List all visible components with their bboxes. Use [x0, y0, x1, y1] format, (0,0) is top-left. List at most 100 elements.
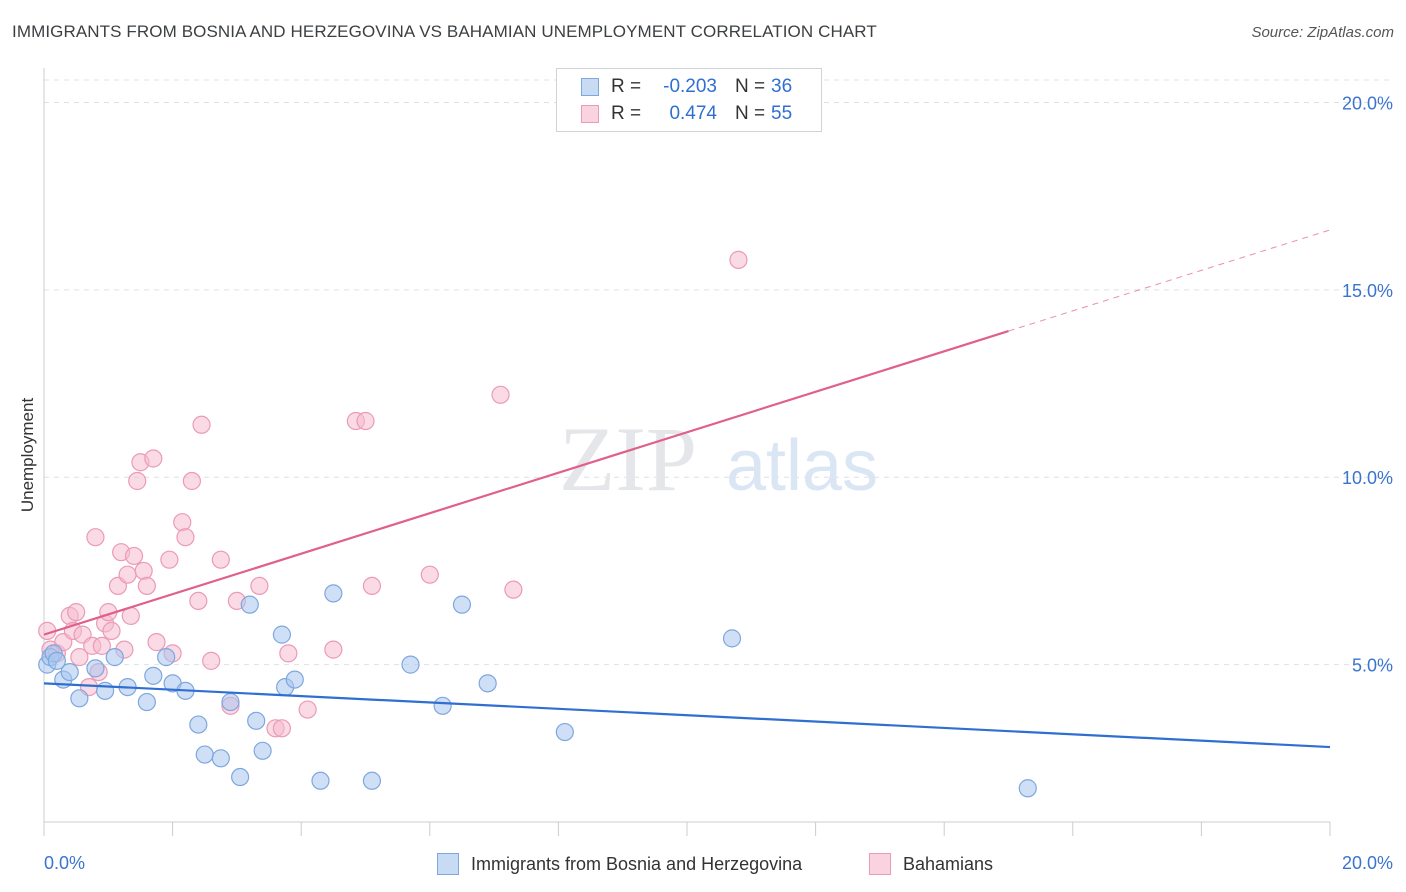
- series-label-bahamians: Bahamians: [903, 853, 994, 874]
- data-point: [134, 561, 153, 581]
- data-point: [147, 633, 166, 652]
- data-point: [250, 576, 269, 596]
- data-point: [324, 584, 343, 603]
- legend-r-value: -0.203: [663, 76, 717, 97]
- watermark-zip: ZIP: [559, 408, 697, 510]
- data-point: [362, 771, 382, 790]
- data-point: [70, 689, 89, 708]
- data-point: [128, 471, 147, 491]
- data-point: [221, 692, 240, 712]
- data-point: [195, 745, 214, 764]
- series-swatch-blue: [437, 853, 459, 875]
- data-point: [144, 449, 163, 468]
- data-point: [729, 250, 748, 269]
- data-point: [92, 636, 111, 655]
- data-point: [202, 651, 221, 670]
- legend-r-value: 0.474: [669, 103, 717, 124]
- data-point: [420, 565, 439, 584]
- axes: [43, 68, 1331, 836]
- data-point: [137, 576, 156, 596]
- data-point: [272, 625, 292, 644]
- data-point: [137, 692, 156, 712]
- tick-labels: 5.0% 10.0% 15.0% 20.0% 0.0% 20.0%: [44, 93, 1393, 873]
- data-point: [192, 415, 211, 434]
- data-point: [86, 528, 105, 547]
- data-point: [324, 640, 343, 659]
- data-point: [356, 411, 375, 431]
- legend-row-bahamians: R = 0.474 N = 55: [581, 102, 792, 126]
- gridlines: [44, 79, 1392, 666]
- data-point: [311, 771, 330, 790]
- y-tick-label: 5.0%: [1352, 656, 1393, 676]
- data-point: [173, 513, 192, 532]
- data-point: [401, 655, 420, 674]
- data-point: [144, 666, 163, 685]
- data-point: [160, 550, 179, 569]
- y-tick-label: 15.0%: [1342, 281, 1393, 301]
- data-point: [279, 644, 298, 663]
- y-tick-label: 10.0%: [1342, 468, 1393, 488]
- data-point: [247, 711, 266, 730]
- legend-row-bosnia: R = -0.203 N = 36: [581, 75, 792, 99]
- data-point: [272, 719, 292, 738]
- watermark-atlas: atlas: [726, 426, 878, 506]
- y-tick-label: 20.0%: [1342, 93, 1393, 113]
- data-point: [555, 722, 574, 742]
- data-point: [231, 767, 250, 787]
- legend-swatch-blue: [581, 78, 599, 96]
- series-legend-bahamians: Bahamians: [869, 850, 993, 878]
- data-point: [157, 648, 176, 667]
- data-point: [298, 700, 317, 719]
- x-tick-label-max: 20.0%: [1342, 853, 1393, 873]
- legend-n-value: 55: [771, 103, 793, 124]
- data-point: [491, 385, 510, 404]
- x-tick-label-min: 0.0%: [44, 853, 85, 873]
- data-point: [285, 670, 304, 689]
- series-legend-bosnia: Immigrants from Bosnia and Herzegovina: [437, 850, 802, 878]
- data-point: [240, 595, 259, 614]
- legend-swatch-pink: [581, 105, 599, 123]
- data-point: [95, 681, 115, 700]
- legend-n-label: N =: [735, 76, 766, 97]
- data-point: [478, 674, 497, 693]
- bosnia-points: [38, 584, 1037, 798]
- trend-line-bosnia: [43, 682, 1331, 749]
- chart-title: IMMIGRANTS FROM BOSNIA AND HERZEGOVINA V…: [12, 22, 877, 41]
- legend-n-label: N =: [735, 103, 766, 124]
- series-label-bosnia: Immigrants from Bosnia and Herzegovina: [471, 853, 803, 874]
- data-point: [722, 629, 742, 648]
- source-credit: Source: ZipAtlas.com: [1251, 24, 1394, 41]
- series-swatch-pink: [869, 853, 891, 875]
- data-point: [211, 550, 230, 569]
- data-point: [504, 580, 523, 599]
- data-point: [102, 621, 121, 640]
- data-point: [86, 659, 105, 678]
- legend-r-label: R =: [611, 103, 642, 124]
- data-point: [124, 546, 144, 566]
- data-point: [253, 741, 272, 760]
- data-point: [118, 565, 137, 584]
- trend-line-bahamians-extension: [1008, 229, 1331, 332]
- correlation-legend: R = -0.203 N = 36 R = 0.474 N = 55: [556, 68, 822, 132]
- data-point: [67, 603, 86, 622]
- data-point: [70, 648, 89, 667]
- data-point: [176, 528, 195, 547]
- data-point: [189, 591, 208, 610]
- data-point: [433, 696, 452, 715]
- legend-n-value: 36: [771, 76, 793, 97]
- data-point: [211, 749, 230, 768]
- data-point: [105, 648, 124, 667]
- data-point: [362, 576, 382, 596]
- data-point: [182, 471, 201, 491]
- data-point: [47, 651, 66, 670]
- data-point: [189, 715, 208, 734]
- data-point: [452, 595, 472, 614]
- y-axis-label: Unemployment: [18, 397, 37, 513]
- data-point: [1018, 779, 1037, 798]
- trend-lines: [43, 229, 1331, 749]
- legend-r-label: R =: [611, 76, 642, 97]
- trend-line-bahamians: [43, 330, 1009, 636]
- watermark: ZIP atlas: [559, 408, 878, 510]
- data-point: [60, 663, 79, 682]
